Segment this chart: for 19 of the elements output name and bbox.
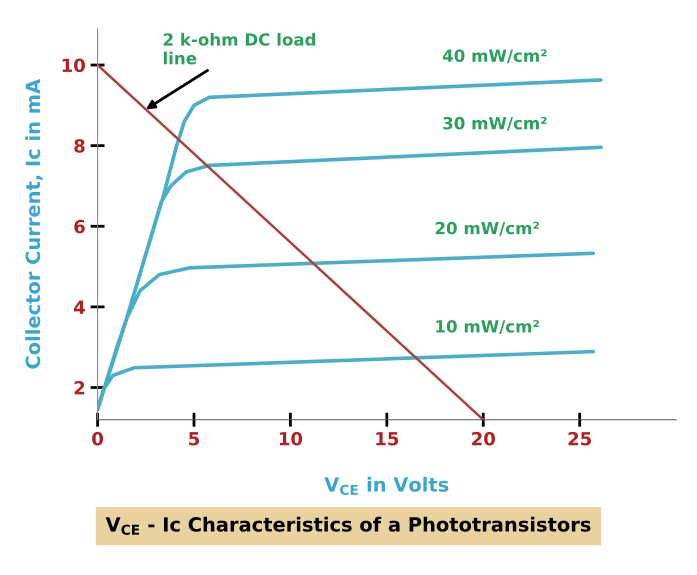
series-label: 10 mW/cm² — [436, 320, 539, 334]
x-tick-label: 5 — [189, 432, 200, 446]
annotation: 2 k-ohm DC load line — [164, 32, 316, 64]
x-tick-label: 20 — [472, 432, 495, 446]
series-label: 20 mW/cm² — [436, 222, 539, 236]
x-tick-label: 25 — [568, 432, 591, 446]
y-tick-label: 4 — [74, 300, 85, 314]
series-label: 30 mW/cm² — [443, 116, 547, 131]
x-tick-label: 0 — [92, 432, 103, 446]
x-tick-label: 15 — [376, 432, 398, 446]
y-tick-label: 10 — [62, 58, 85, 72]
y-axis-title: Collector Current, Ic in mA — [25, 79, 43, 369]
y-tick-label: 6 — [74, 220, 85, 234]
y-tick-label: 8 — [74, 139, 85, 153]
series-label: 40 mW/cm² — [442, 49, 547, 64]
x-axis-title: V$_{CE}$ in Volts — [324, 476, 448, 495]
y-tick-label: 2 — [74, 380, 84, 394]
x-tick-label: 10 — [280, 432, 302, 446]
text: V$_{CE}$ - Ic Characteristics of a Phototransistors — [106, 516, 590, 535]
